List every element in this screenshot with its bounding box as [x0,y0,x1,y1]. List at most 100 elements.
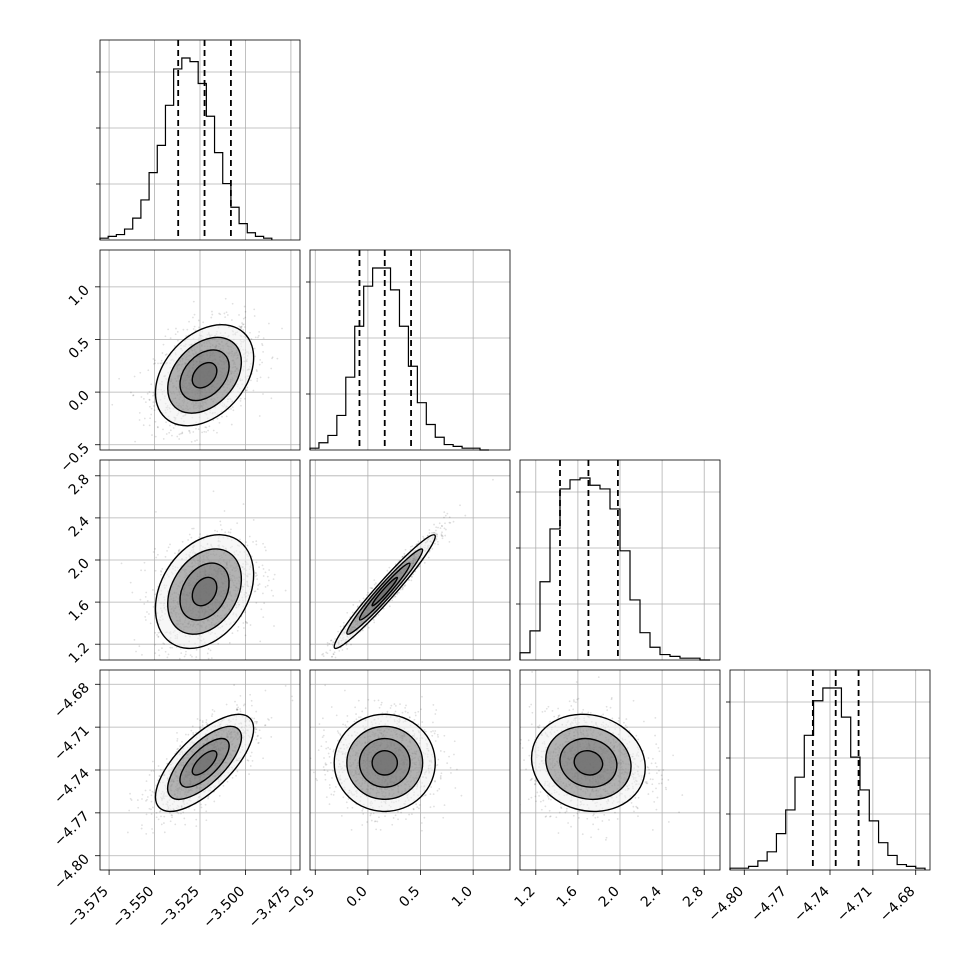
sample-point [243,326,246,328]
sample-point [428,532,431,534]
sample-point [170,666,172,668]
sample-point [351,611,354,614]
sample-point [219,313,222,316]
sample-point [259,640,262,643]
sample-point [193,809,196,811]
histogram-step-line [729,687,926,870]
sample-point [263,602,266,605]
sample-point [435,529,437,532]
sample-point [435,526,438,529]
sample-point [152,394,154,397]
sample-point [249,693,252,696]
sample-point [252,389,255,392]
sample-point [180,432,182,435]
sample-point [188,429,190,432]
histogram-panel-3 [726,669,931,871]
sample-point [152,401,155,404]
scatter-panel-0-3 [99,669,301,871]
sample-point [156,426,159,428]
sample-point [154,359,156,362]
sample-point [273,573,276,576]
sample-point [262,575,265,577]
sample-point [206,652,209,655]
sample-point [440,524,443,527]
sample-point [443,527,446,530]
sample-point [176,330,179,333]
scatter-panel-0-1 [99,249,301,451]
sample-point [176,731,178,734]
sample-point [174,333,177,336]
sample-point [141,793,144,796]
sample-point [137,806,140,809]
sample-point [240,326,243,328]
contour-level-3 [154,534,255,650]
sample-point [244,634,247,637]
sample-point [239,397,242,400]
sample-point [399,588,402,591]
sample-point [326,644,329,647]
sample-point [243,703,246,706]
sample-point [325,651,328,654]
sample-point [334,638,337,640]
sample-point [184,823,187,826]
sample-point [147,369,150,372]
sample-point [262,616,265,619]
sample-point [270,589,273,592]
sample-point [162,438,165,440]
sample-point [138,645,141,648]
sample-point [248,773,250,775]
sample-point [185,650,187,653]
sample-point [150,808,152,811]
sample-point [256,380,259,382]
sample-point [362,597,365,600]
sample-point [189,431,191,434]
sample-point [230,319,233,321]
sample-point [204,426,207,429]
sample-point [175,327,177,330]
sample-point [361,629,364,632]
sample-point [152,589,154,591]
sample-point [242,627,245,629]
sample-point [441,531,443,534]
sample-point [150,813,153,815]
sample-point [154,547,157,550]
sample-point [260,608,263,611]
sample-point [256,588,259,590]
sample-point [202,321,205,324]
sample-point [165,353,168,356]
sample-point [141,824,143,827]
sample-point [255,572,258,575]
sample-point [240,327,243,330]
sample-point [190,729,193,732]
sample-point [254,590,257,593]
sample-point [409,545,412,548]
sample-point [155,510,157,513]
density-mid-band [346,548,423,635]
sample-point [200,806,203,809]
sample-point [153,405,155,407]
sample-point [437,540,439,543]
sample-point [168,431,171,434]
density-mid-band [167,548,242,635]
sample-point [154,593,157,596]
sample-point [281,327,283,330]
sample-point [284,589,287,592]
sample-point [262,592,264,595]
sample-point [160,570,162,572]
scatter-panel-0-2 [99,459,301,668]
sample-point [262,542,264,545]
sample-point [176,748,179,751]
sample-point [270,397,273,400]
sample-point [148,807,151,810]
sample-point [177,550,180,553]
sample-point [156,634,158,636]
sample-point [322,652,325,655]
sample-point [153,409,156,412]
sample-point [160,573,162,576]
sample-point [138,411,141,414]
histogram-step-line [519,477,710,661]
sample-point [133,375,136,378]
panel-frame [519,459,721,661]
sample-point [180,652,183,655]
sample-point [441,537,444,540]
